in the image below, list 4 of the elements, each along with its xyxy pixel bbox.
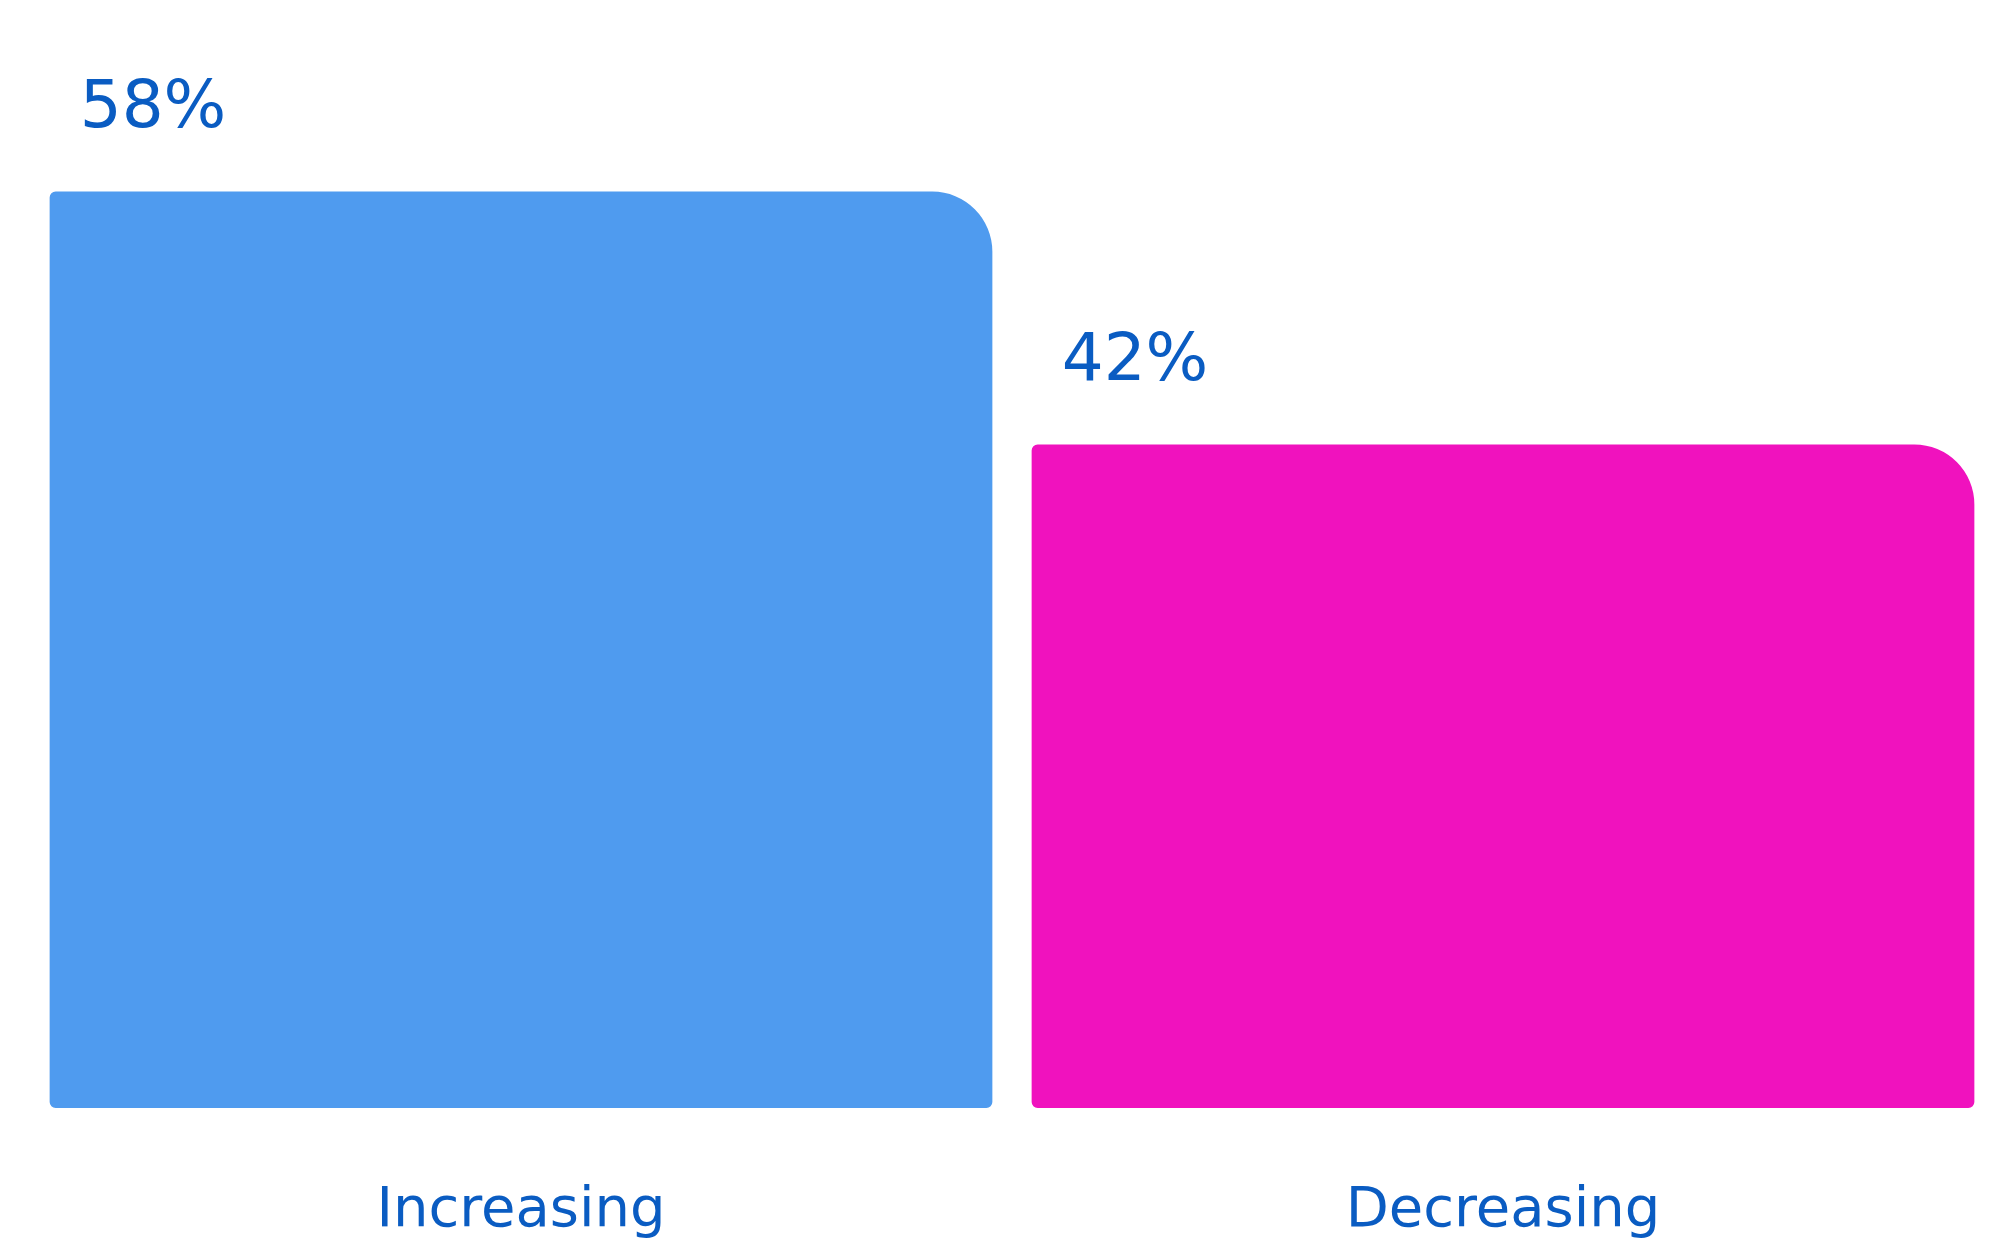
x-tick-label: Decreasing — [1345, 1173, 1661, 1239]
x-tick-label: Increasing — [376, 1173, 666, 1239]
data-label: 42% — [1061, 318, 1209, 396]
data-label: 58% — [79, 66, 227, 144]
